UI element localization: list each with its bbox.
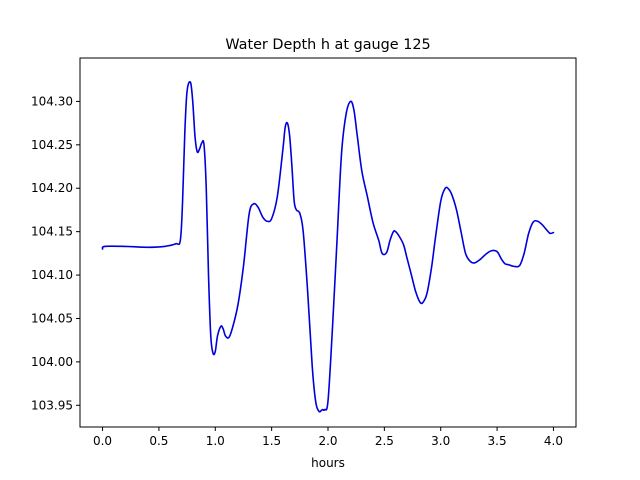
x-axis-label: hours — [311, 456, 345, 470]
x-tick-label: 0.5 — [149, 434, 168, 448]
plot-area — [101, 80, 555, 413]
y-axis-ticks: 103.95 104.00 104.05 104.10 104.15 104.20 104.… — [31, 94, 80, 412]
x-tick-label: 2.5 — [375, 434, 394, 448]
y-tick-label: 104.25 — [31, 138, 73, 152]
x-tick-label: 3.5 — [488, 434, 507, 448]
y-tick-label: 104.15 — [31, 225, 73, 239]
chart-title: Water Depth h at gauge 125 — [225, 37, 430, 53]
x-tick-label: 1.0 — [206, 434, 225, 448]
x-axis-ticks: 0.0 0.5 1.0 1.5 2.0 2.5 3.0 3.5 4.0 — [93, 427, 563, 448]
x-tick-label: 3.0 — [431, 434, 450, 448]
y-tick-label: 104.10 — [31, 268, 73, 282]
y-tick-label: 104.05 — [31, 311, 73, 325]
y-tick-label: 104.20 — [31, 181, 73, 195]
y-tick-label: 104.00 — [31, 355, 73, 369]
x-tick-label: 1.5 — [262, 434, 281, 448]
y-tick-label: 103.95 — [31, 398, 73, 412]
x-tick-label: 2.0 — [318, 434, 337, 448]
y-tick-label: 104.30 — [31, 94, 73, 108]
x-tick-label: 4.0 — [544, 434, 563, 448]
x-tick-label: 0.0 — [93, 434, 112, 448]
series-line-water-depth — [101, 80, 555, 413]
